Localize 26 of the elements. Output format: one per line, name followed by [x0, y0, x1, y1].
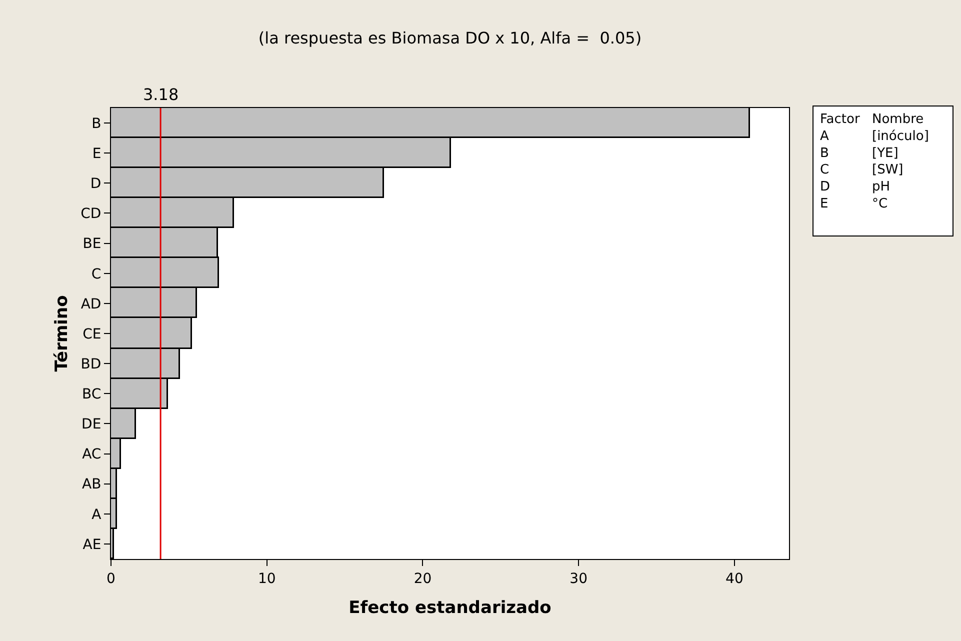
y-tick-label: BD [80, 356, 102, 372]
y-tick-label: A [92, 506, 102, 523]
y-tick-label: C [91, 266, 102, 282]
text: Factor A B C D E [820, 112, 860, 212]
y-tick-label: AE [82, 536, 102, 553]
y-tick-label: BE [82, 236, 102, 252]
y-tick-label: AB [82, 476, 102, 493]
y-tick-label: CD [80, 206, 102, 222]
y-tick-label: D [90, 176, 102, 192]
y-tick-label: BC [82, 386, 102, 403]
chart-title: (la respuesta es Biomasa DO x 10, Alfa = 0.05) [258, 28, 642, 48]
y-tick-label: AC [82, 446, 102, 463]
x-axis-title: Efecto estandarizado [348, 598, 552, 618]
y-axis-title: Término [52, 295, 72, 372]
y-tick-label: B [92, 116, 102, 132]
x-tick-label: 0 [106, 570, 116, 587]
y-tick-label: CE [82, 326, 102, 342]
x-tick-label: 10 [258, 570, 276, 587]
ref-line-label: 3.18 [143, 85, 179, 104]
text: Nombre [inóculo] [YE] [SW] pH °C [872, 112, 929, 212]
y-tick-label: E [92, 146, 102, 162]
y-tick-label: AD [80, 296, 102, 312]
x-tick-label: 30 [570, 570, 588, 587]
x-tick-label: 20 [414, 570, 432, 587]
y-tick-label: DE [82, 416, 102, 433]
x-tick-label: 40 [726, 570, 744, 587]
